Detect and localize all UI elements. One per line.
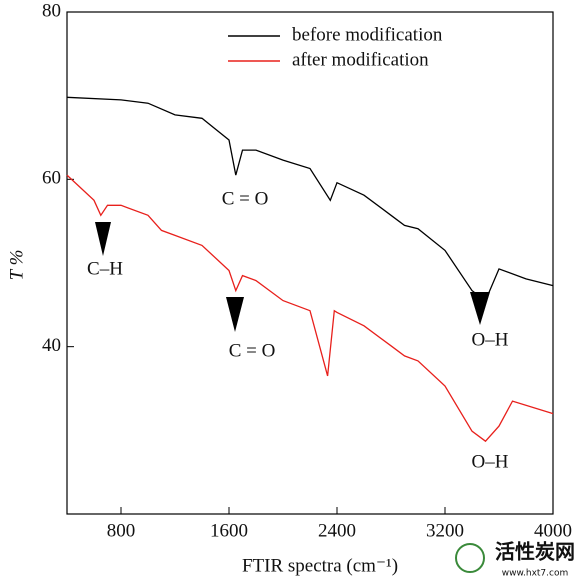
x-tick-label: 800 xyxy=(107,520,136,541)
x-tick-label: 2400 xyxy=(318,520,356,541)
watermark-url: www.hxt7.com xyxy=(502,569,569,579)
data-line xyxy=(66,174,554,443)
watermark-title: 活性炭网 xyxy=(495,540,575,564)
x-tick-label: 4000 xyxy=(534,520,572,541)
y-tick-label: 60 xyxy=(42,168,61,189)
annotation: C–H xyxy=(87,258,123,279)
x-axis-label: FTIR spectra (cm⁻¹) xyxy=(242,555,398,576)
arrow xyxy=(95,222,111,256)
annotation: C = O xyxy=(222,188,269,209)
watermark: 活性炭网 www.hxt7.com xyxy=(455,540,575,579)
legend-label: before modification xyxy=(292,24,443,45)
x-tick-label: 3200 xyxy=(426,520,464,541)
plot-frame xyxy=(66,11,554,515)
arrow xyxy=(226,297,244,332)
data-line xyxy=(66,96,554,302)
x-tick-label: 1600 xyxy=(210,520,248,541)
y-tick-label: 40 xyxy=(42,335,61,356)
y-axis-label: T % xyxy=(6,250,27,281)
y-tick-label: 80 xyxy=(42,0,61,21)
annotation: O–H xyxy=(472,329,509,350)
annotation: O–H xyxy=(472,451,509,472)
legend-label: after modification xyxy=(292,49,429,70)
annotation: C = O xyxy=(229,340,276,361)
watermark-logo xyxy=(455,543,485,573)
